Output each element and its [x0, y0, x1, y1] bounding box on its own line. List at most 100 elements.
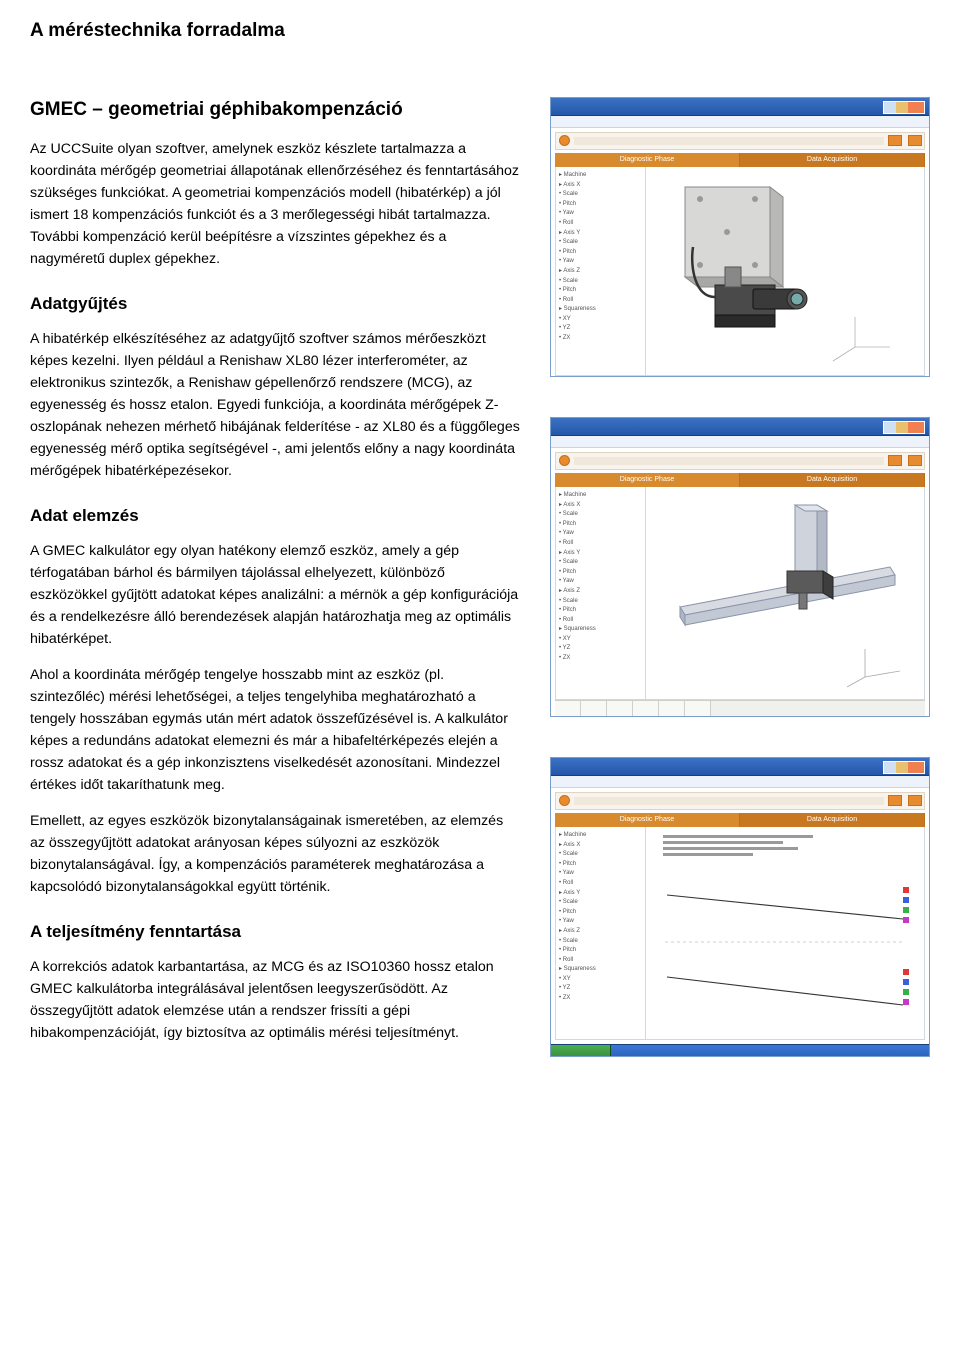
tree-item[interactable]: • Scale	[559, 850, 642, 860]
section-2-title: Adatgyűjtés	[30, 292, 520, 316]
tree-item[interactable]: • Scale	[559, 510, 642, 520]
tree-item[interactable]: • Yaw	[559, 869, 642, 879]
tree-item[interactable]: • ZX	[559, 654, 642, 664]
canvas-axis-view[interactable]	[646, 487, 924, 699]
breadcrumb-control[interactable]	[908, 135, 922, 146]
nav-tree[interactable]: ▸ Machine ▸ Axis X • Scale • Pitch • Yaw…	[556, 167, 646, 375]
tree-item[interactable]: ▸ Axis X	[559, 501, 642, 511]
tab-diagnostic[interactable]: Diagnostic Phase	[555, 153, 740, 167]
home-icon[interactable]	[559, 135, 570, 146]
tree-item[interactable]: ▸ Squareness	[559, 305, 642, 315]
breadcrumb-control[interactable]	[888, 135, 902, 146]
window-titlebar	[551, 758, 929, 776]
tree-item[interactable]: • ZX	[559, 334, 642, 344]
tree-item[interactable]: • Yaw	[559, 209, 642, 219]
tree-item[interactable]: ▸ Axis Z	[559, 927, 642, 937]
tree-item[interactable]: • YZ	[559, 324, 642, 334]
tree-item[interactable]: ▸ Axis Y	[559, 229, 642, 239]
tree-item[interactable]: • Pitch	[559, 606, 642, 616]
tree-item[interactable]: ▸ Machine	[559, 491, 642, 501]
section-2-paragraph: A hibatérkép elkészítéséhez az adatgyűjt…	[30, 328, 520, 482]
footer-nav-button[interactable]	[555, 701, 581, 716]
tab-strip: Diagnostic Phase Data Acquisition	[555, 813, 925, 827]
tree-item[interactable]: • Pitch	[559, 286, 642, 296]
breadcrumb-control[interactable]	[888, 795, 902, 806]
tree-item[interactable]: • XY	[559, 315, 642, 325]
tree-item[interactable]: • Roll	[559, 219, 642, 229]
tree-item[interactable]: ▸ Axis Y	[559, 889, 642, 899]
section-1-paragraph: Az UCCSuite olyan szoftver, amelynek esz…	[30, 138, 520, 270]
tree-item[interactable]: • Yaw	[559, 529, 642, 539]
tree-item[interactable]: • Scale	[559, 277, 642, 287]
tree-item[interactable]: • Scale	[559, 190, 642, 200]
footer-nav-button[interactable]	[685, 701, 711, 716]
section-4-paragraph: A korrekciós adatok karbantartása, az MC…	[30, 956, 520, 1044]
tab-diagnostic[interactable]: Diagnostic Phase	[555, 813, 740, 827]
tree-item[interactable]: • Roll	[559, 539, 642, 549]
nav-tree[interactable]: ▸ Machine ▸ Axis X • Scale • Pitch • Yaw…	[556, 487, 646, 699]
tree-item[interactable]: • YZ	[559, 644, 642, 654]
tree-item[interactable]: ▸ Squareness	[559, 965, 642, 975]
tree-item[interactable]: • XY	[559, 975, 642, 985]
section-3-title: Adat elemzés	[30, 504, 520, 528]
canvas-chart[interactable]	[646, 827, 924, 1039]
breadcrumb-text	[574, 137, 884, 145]
footer-nav-button[interactable]	[633, 701, 659, 716]
tree-item[interactable]: • Yaw	[559, 257, 642, 267]
tab-diagnostic[interactable]: Diagnostic Phase	[555, 473, 740, 487]
tree-item[interactable]: • XY	[559, 635, 642, 645]
tree-item[interactable]: • Pitch	[559, 860, 642, 870]
tree-item[interactable]: • Pitch	[559, 568, 642, 578]
home-icon[interactable]	[559, 795, 570, 806]
tree-item[interactable]: • Pitch	[559, 908, 642, 918]
tree-item[interactable]: ▸ Squareness	[559, 625, 642, 635]
breadcrumb-control[interactable]	[908, 795, 922, 806]
tree-item[interactable]: ▸ Axis Y	[559, 549, 642, 559]
breadcrumb-bar	[555, 792, 925, 810]
tree-item[interactable]: • Scale	[559, 558, 642, 568]
tab-data-acquisition[interactable]: Data Acquisition	[740, 153, 925, 167]
window-menubar	[551, 436, 929, 448]
section-3-paragraph-1: A GMEC kalkulátor egy olyan hatékony ele…	[30, 540, 520, 650]
footer-nav-strip	[555, 700, 925, 716]
tree-item[interactable]: • Yaw	[559, 917, 642, 927]
tab-data-acquisition[interactable]: Data Acquisition	[740, 813, 925, 827]
breadcrumb-control[interactable]	[888, 455, 902, 466]
tree-item[interactable]: • Pitch	[559, 520, 642, 530]
breadcrumb-text	[574, 797, 884, 805]
tree-item[interactable]: ▸ Machine	[559, 171, 642, 181]
screenshot-1-diagnostic: Diagnostic Phase Data Acquisition ▸ Mach…	[550, 97, 930, 377]
tree-item[interactable]: ▸ Machine	[559, 831, 642, 841]
tree-item[interactable]: • Roll	[559, 296, 642, 306]
tree-item[interactable]: • Scale	[559, 597, 642, 607]
start-button[interactable]	[551, 1045, 611, 1057]
home-icon[interactable]	[559, 455, 570, 466]
tree-item[interactable]: • Scale	[559, 937, 642, 947]
nav-tree[interactable]: ▸ Machine ▸ Axis X • Scale • Pitch • Yaw…	[556, 827, 646, 1039]
section-3-paragraph-3: Emellett, az egyes eszközök bizonytalans…	[30, 810, 520, 898]
tree-item[interactable]: ▸ Axis X	[559, 841, 642, 851]
tree-item[interactable]: • YZ	[559, 984, 642, 994]
tree-item[interactable]: ▸ Axis Z	[559, 587, 642, 597]
tab-data-acquisition[interactable]: Data Acquisition	[740, 473, 925, 487]
footer-nav-button[interactable]	[581, 701, 607, 716]
machine-rendering-svg	[646, 167, 924, 375]
tree-item[interactable]: • Roll	[559, 616, 642, 626]
tab-strip: Diagnostic Phase Data Acquisition	[555, 473, 925, 487]
tree-item[interactable]: • Pitch	[559, 946, 642, 956]
tree-item[interactable]: ▸ Axis Z	[559, 267, 642, 277]
tree-item[interactable]: • Yaw	[559, 577, 642, 587]
tree-item[interactable]: • Pitch	[559, 248, 642, 258]
footer-nav-button[interactable]	[659, 701, 685, 716]
tree-item[interactable]: • Roll	[559, 956, 642, 966]
tree-item[interactable]: • Scale	[559, 898, 642, 908]
tree-item[interactable]: • ZX	[559, 994, 642, 1004]
tree-item[interactable]: ▸ Axis X	[559, 181, 642, 191]
tree-item[interactable]: • Roll	[559, 879, 642, 889]
canvas-3d-view[interactable]	[646, 167, 924, 375]
axis-rendering-svg	[646, 487, 924, 699]
footer-nav-button[interactable]	[607, 701, 633, 716]
tree-item[interactable]: • Pitch	[559, 200, 642, 210]
tree-item[interactable]: • Scale	[559, 238, 642, 248]
breadcrumb-control[interactable]	[908, 455, 922, 466]
